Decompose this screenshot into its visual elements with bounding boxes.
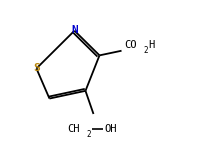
- Text: S: S: [33, 63, 40, 73]
- Text: CO: CO: [124, 40, 136, 50]
- Text: CH: CH: [67, 124, 80, 134]
- Text: 2: 2: [86, 130, 91, 139]
- Text: N: N: [71, 25, 77, 35]
- Text: H: H: [148, 40, 154, 50]
- Text: 2: 2: [143, 46, 147, 55]
- Text: OH: OH: [104, 124, 116, 134]
